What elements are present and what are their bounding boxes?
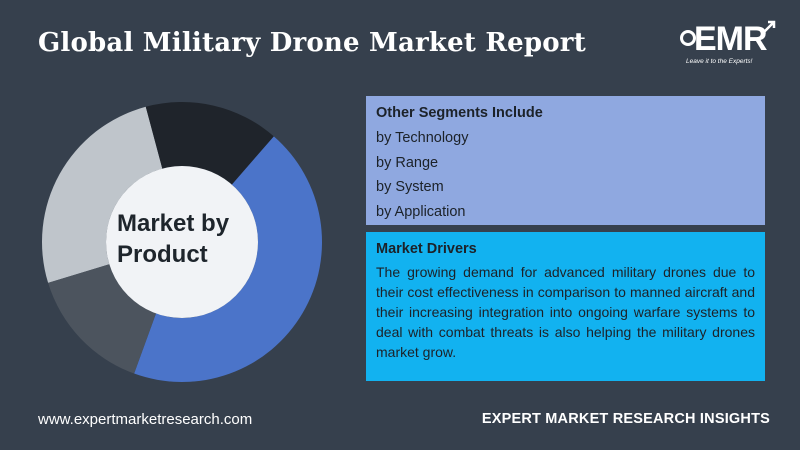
page-title: Global Military Drone Market Report: [38, 28, 586, 58]
donut-segment-blue: [134, 136, 323, 382]
logo-text: EMR: [694, 20, 768, 58]
drivers-heading: Market Drivers: [376, 241, 477, 257]
donut-center: [106, 166, 258, 318]
donut-segment-slate: [48, 264, 157, 374]
segment-item-system: by System: [376, 179, 444, 195]
center-label-line2: Product: [117, 241, 208, 268]
segment-item-range: by Range: [376, 154, 439, 171]
market-by-product-donut: [41, 102, 323, 382]
emr-logo: EMR Leave it to the Experts!: [680, 20, 776, 66]
website-link[interactable]: www.expertmarketresearch.com: [38, 411, 253, 428]
donut-segment-dark: [145, 102, 274, 185]
donut-center-label: Market by Product: [117, 208, 257, 270]
segments-heading: Other Segments Include: [376, 105, 543, 121]
segment-item-technology: by Technology: [376, 130, 469, 146]
logo-globe-icon: [680, 30, 696, 46]
market-drivers-panel: Market Drivers The growing demand for ad…: [366, 232, 765, 381]
drivers-body: The growing demand for advanced military…: [376, 264, 755, 360]
footer-insights: EXPERT MARKET RESEARCH INSIGHTS: [481, 411, 770, 427]
center-label-line1: Market by: [117, 210, 230, 237]
other-segments-panel: Other Segments Include by Technology by …: [366, 96, 765, 225]
segment-item-application: by Application: [376, 203, 466, 220]
logo-arrow-icon: [763, 20, 776, 33]
logo-tagline: Leave it to the Experts!: [686, 58, 753, 65]
donut-segment-light: [41, 106, 163, 283]
